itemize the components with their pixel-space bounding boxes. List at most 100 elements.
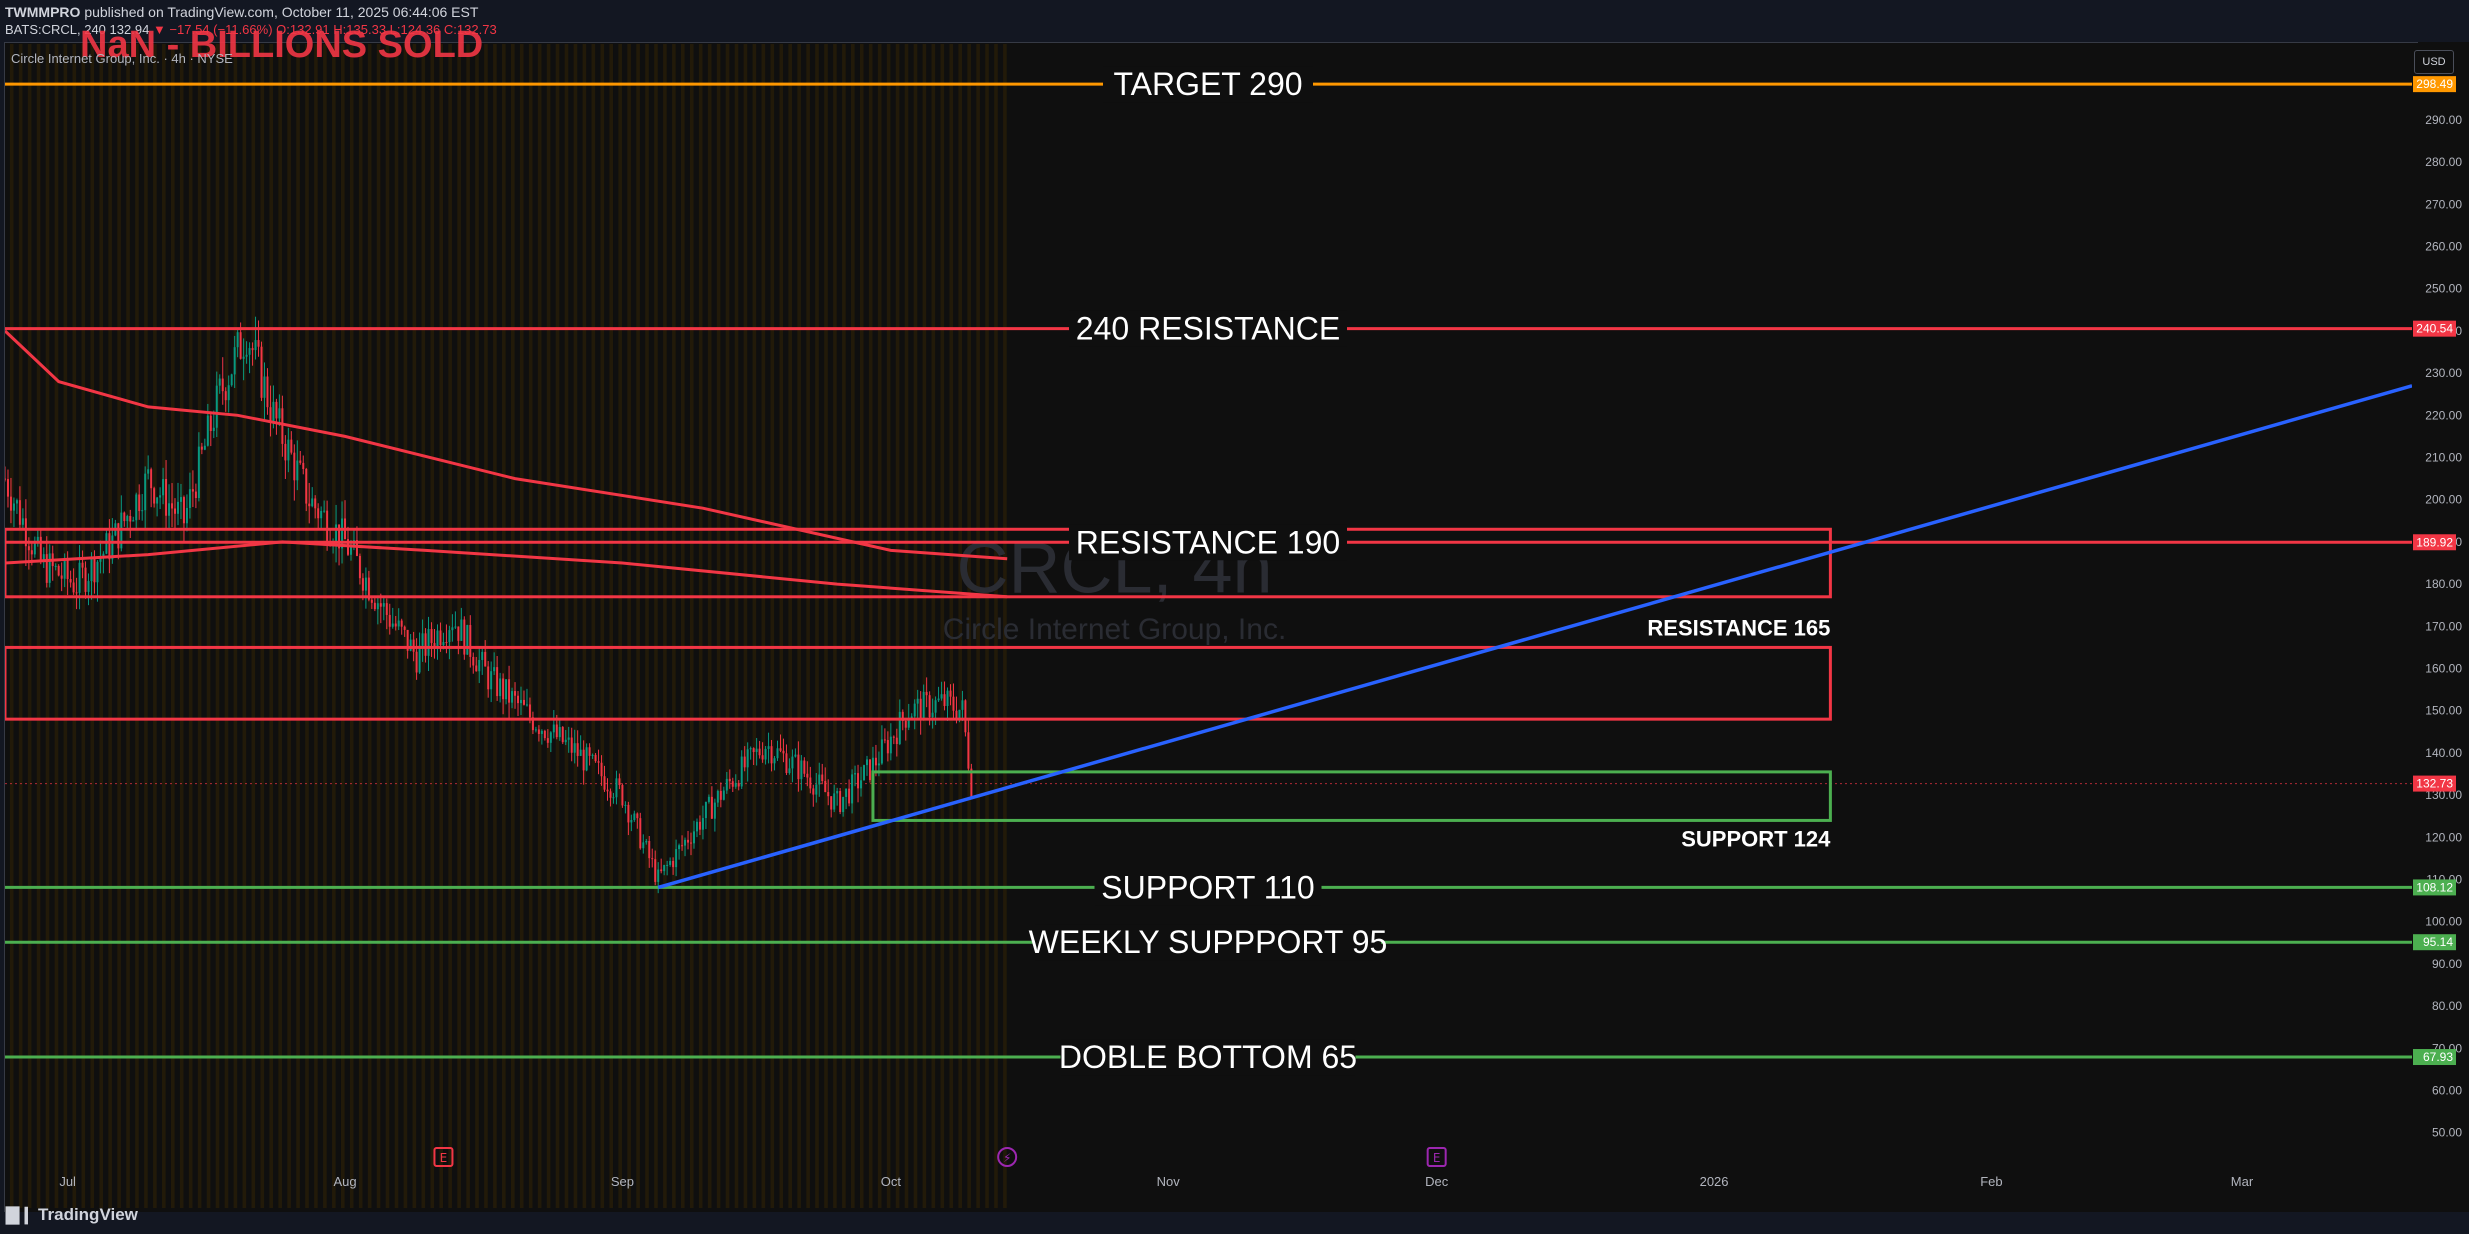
level-label-bg xyxy=(1035,924,1381,961)
y-tick-label: 90.00 xyxy=(2432,957,2462,971)
candle-body xyxy=(782,750,785,754)
session-band xyxy=(842,44,846,1208)
candle-body xyxy=(752,748,755,753)
level-label-bg xyxy=(1069,310,1347,347)
candle-body xyxy=(904,720,907,728)
zone-label: SUPPORT 124 xyxy=(1681,826,1831,851)
candle-body xyxy=(642,842,645,849)
candle-body xyxy=(66,559,69,580)
candle-body xyxy=(967,732,970,769)
candle-body xyxy=(373,602,376,610)
candle-body xyxy=(272,401,275,422)
session-band xyxy=(305,44,309,1208)
candle-body xyxy=(296,460,299,481)
candle-body xyxy=(153,488,156,504)
session-band xyxy=(421,44,426,1208)
candle-body xyxy=(335,524,338,545)
candle-body xyxy=(943,694,946,707)
candle-body xyxy=(615,778,618,798)
candle-body xyxy=(236,332,239,348)
candle-body xyxy=(442,642,445,646)
session-band xyxy=(931,44,936,1208)
candle-body xyxy=(857,773,860,789)
session-band xyxy=(806,44,810,1208)
candle-body xyxy=(96,561,99,583)
author-name[interactable]: TWMMPRO xyxy=(5,4,81,20)
candle-body xyxy=(594,754,597,762)
session-band xyxy=(976,44,980,1208)
session-band xyxy=(269,44,273,1208)
candle-body xyxy=(162,479,165,496)
session-band xyxy=(81,44,86,1208)
session-band xyxy=(358,44,363,1208)
candle-body xyxy=(666,864,669,866)
candle-body xyxy=(439,630,442,646)
candle-body xyxy=(570,737,573,753)
candle-body xyxy=(639,818,642,849)
symbol-legend[interactable]: Circle Internet Group, Inc. · 4h · NYSE xyxy=(11,51,233,66)
candle-body xyxy=(355,540,358,556)
session-band xyxy=(985,44,989,1208)
session-band xyxy=(162,44,166,1208)
candle-body xyxy=(863,765,866,781)
session-band xyxy=(170,44,175,1208)
session-band xyxy=(537,44,542,1208)
x-tick-label: Sep xyxy=(611,1174,634,1189)
price-tag: 95.14 xyxy=(2423,935,2453,949)
session-band xyxy=(707,44,712,1208)
session-band xyxy=(913,44,918,1208)
candle-body xyxy=(785,753,788,774)
candle-body xyxy=(454,626,457,628)
candle-body xyxy=(203,445,206,450)
session-band xyxy=(994,44,998,1208)
candle-body xyxy=(690,842,693,844)
candle-body xyxy=(45,554,48,583)
candle-body xyxy=(865,759,868,766)
candle-body xyxy=(90,557,93,582)
candle-body xyxy=(558,727,561,738)
session-band xyxy=(815,44,819,1208)
candle-body xyxy=(448,630,451,643)
candle-body xyxy=(719,790,722,800)
candle-body xyxy=(496,667,499,697)
candle-body xyxy=(818,774,821,785)
candle-body xyxy=(338,524,341,549)
tradingview-logo[interactable]: ▇❙ TradingView xyxy=(6,1205,138,1225)
candle-body xyxy=(445,642,448,644)
candle-body xyxy=(424,633,427,656)
session-band xyxy=(72,44,77,1208)
candle-body xyxy=(323,510,326,512)
candle-body xyxy=(227,385,230,401)
currency-button[interactable]: USD xyxy=(2414,50,2454,74)
candle-body xyxy=(215,385,218,428)
event-marker-glyph: E xyxy=(440,1151,448,1165)
candle-body xyxy=(937,698,940,701)
candle-body xyxy=(379,603,382,607)
candle-body xyxy=(409,639,412,651)
session-band xyxy=(940,44,945,1208)
y-tick-label: 50.00 xyxy=(2432,1126,2462,1140)
candle-body xyxy=(93,557,96,583)
level-label: 240 RESISTANCE xyxy=(1076,311,1340,347)
candle-body xyxy=(531,717,534,731)
candle-body xyxy=(400,620,403,627)
candle-body xyxy=(275,401,278,419)
session-band xyxy=(698,44,703,1208)
candle-body xyxy=(743,756,746,768)
candle-body xyxy=(848,788,851,804)
candle-body xyxy=(358,555,361,579)
last-price-tag: 132.73 xyxy=(2416,777,2453,791)
candle-body xyxy=(892,736,895,738)
session-band xyxy=(430,44,435,1208)
candle-body xyxy=(737,783,740,787)
candle-body xyxy=(883,739,886,741)
candle-body xyxy=(403,626,406,630)
candle-body xyxy=(284,443,287,461)
candle-body xyxy=(245,354,248,357)
price-axis[interactable] xyxy=(2418,42,2469,1212)
y-tick-label: 250.00 xyxy=(2425,282,2462,296)
candle-body xyxy=(567,737,570,740)
candle-body xyxy=(970,768,973,798)
session-band xyxy=(36,44,41,1208)
